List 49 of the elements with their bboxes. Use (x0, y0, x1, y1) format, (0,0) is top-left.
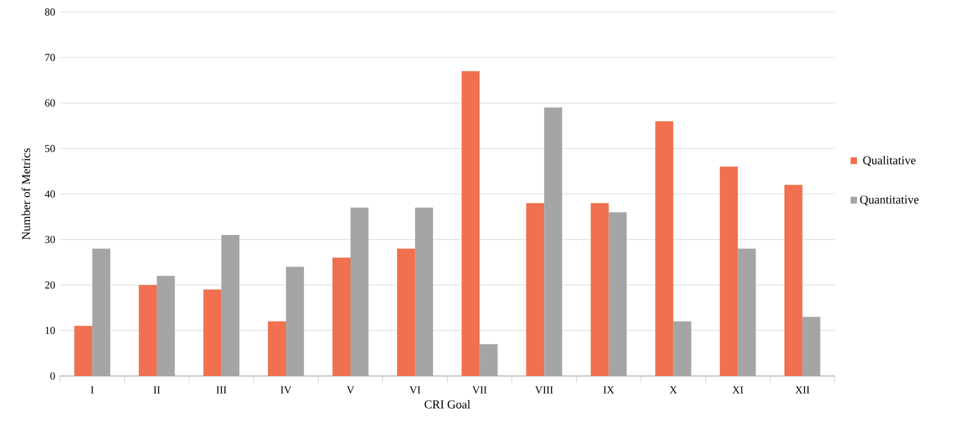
bar (286, 266, 304, 376)
bar (332, 258, 351, 376)
bar (608, 212, 627, 376)
bar (203, 290, 222, 376)
y-tick-label: 70 (45, 54, 55, 62)
legend-label: Quantitative (860, 196, 919, 206)
bar (673, 321, 692, 376)
bar (221, 234, 240, 376)
x-tick-label: VIII (535, 386, 553, 394)
y-tick-label: 0 (50, 372, 55, 380)
bar (138, 284, 157, 376)
bar (590, 203, 609, 376)
x-tick-label: VII (472, 386, 487, 394)
bar (462, 71, 480, 376)
x-tick-label: XI (732, 386, 744, 394)
y-tick-label: 30 (45, 236, 55, 244)
bar (156, 276, 175, 376)
bar (268, 321, 286, 376)
x-tick-label: IV (280, 386, 292, 394)
x-tick-label: VI (410, 386, 420, 394)
legend-label: Qualitative (863, 156, 916, 166)
x-tick-label: V (346, 386, 354, 394)
x-tick-label: X (670, 386, 677, 394)
y-tick-label: 20 (45, 281, 55, 289)
x-tick-label: I (90, 386, 94, 394)
bar (350, 208, 369, 376)
y-tick-label: 50 (45, 144, 55, 152)
y-tick-label: 10 (46, 326, 55, 334)
bar (92, 248, 110, 376)
bar (544, 108, 562, 376)
bar (74, 326, 92, 376)
y-tick-label: 60 (45, 99, 55, 107)
y-tick-label: 80 (45, 8, 55, 16)
bar (784, 184, 802, 376)
bar (397, 248, 416, 376)
y-axis-title: Number of Metrics (22, 148, 30, 240)
x-tick-label: II (154, 386, 160, 394)
bar (415, 208, 434, 376)
x-tick-label: III (216, 386, 226, 394)
bar (655, 121, 674, 376)
bar (480, 344, 498, 376)
bar (802, 316, 820, 376)
y-tick-label: 40 (44, 190, 55, 198)
bar (526, 203, 544, 376)
bar (720, 166, 738, 376)
x-tick-label: XII (795, 386, 810, 394)
bar (738, 248, 756, 376)
x-tick-label: IX (603, 386, 614, 394)
x-axis-title: CRI Goal (424, 400, 470, 408)
